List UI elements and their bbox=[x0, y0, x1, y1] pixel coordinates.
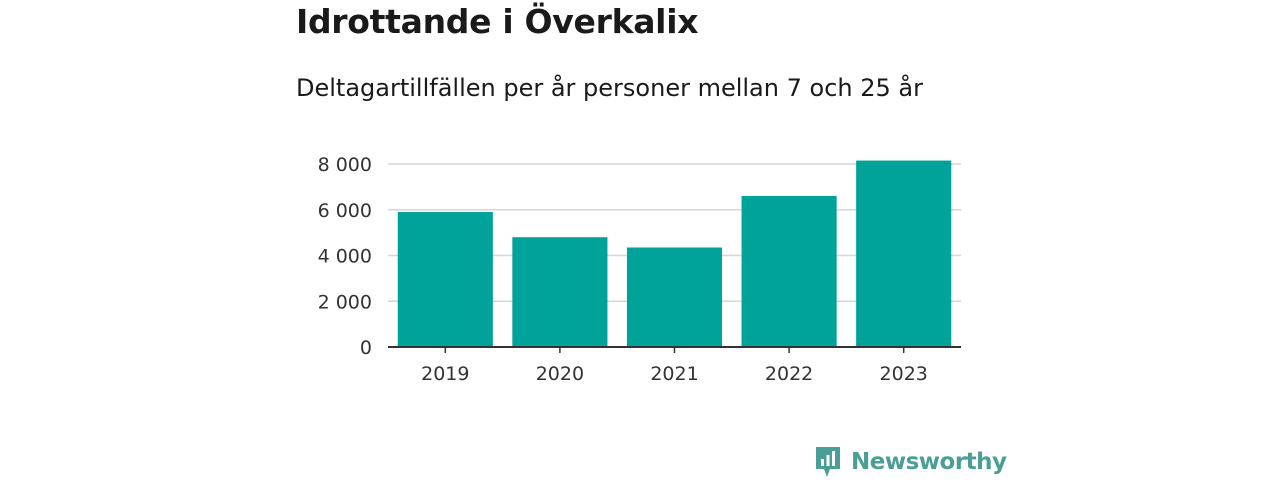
bar-2021 bbox=[626, 247, 723, 347]
y-tick-label: 4 000 bbox=[318, 246, 372, 268]
x-tick-label: 2022 bbox=[765, 363, 813, 385]
chart-title: Idrottande i Överkalix bbox=[296, 2, 699, 41]
bar-2023 bbox=[856, 160, 952, 347]
newsworthy-logo: Newsworthy bbox=[814, 445, 1007, 479]
bar-2020 bbox=[512, 237, 608, 347]
chart-subtitle: Deltagartillfällen per år personer mella… bbox=[296, 74, 923, 102]
y-tick-label: 0 bbox=[360, 337, 372, 359]
brand-name: Newsworthy bbox=[851, 449, 1007, 475]
y-tick-label: 8 000 bbox=[318, 154, 372, 176]
y-tick-label: 2 000 bbox=[318, 291, 372, 313]
bar-2022 bbox=[741, 196, 837, 347]
x-tick-label: 2020 bbox=[536, 363, 584, 385]
bar-2019 bbox=[397, 212, 493, 347]
x-tick-label: 2023 bbox=[880, 363, 928, 385]
y-tick-label: 6 000 bbox=[318, 200, 372, 222]
bar-chart-icon bbox=[816, 447, 840, 477]
x-tick-label: 2021 bbox=[650, 363, 698, 385]
x-tick-label: 2019 bbox=[421, 363, 469, 385]
